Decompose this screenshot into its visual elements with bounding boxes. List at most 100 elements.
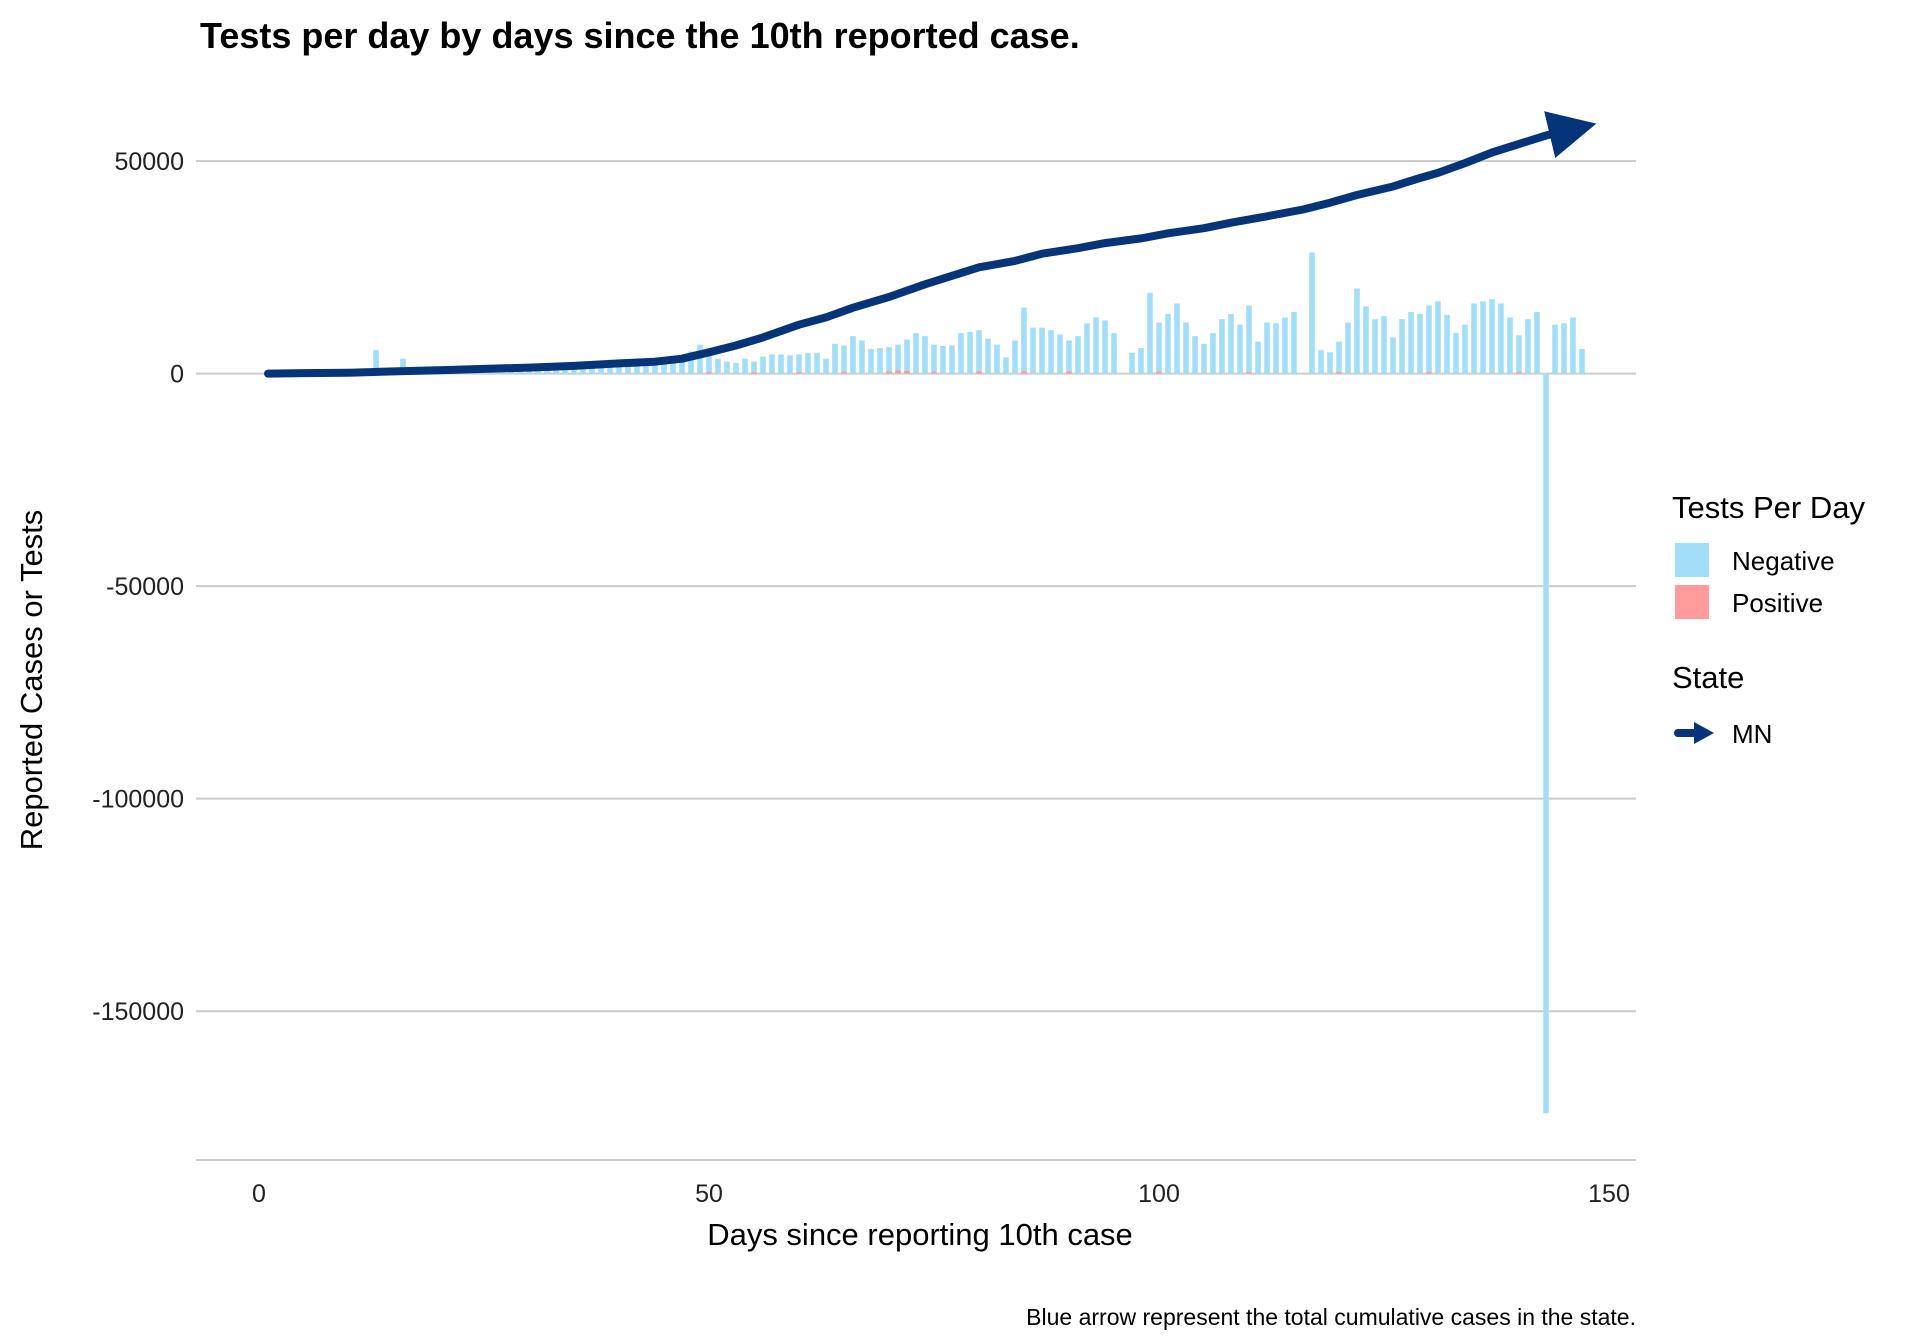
bar-positive xyxy=(1246,372,1252,374)
bar-negative xyxy=(1273,323,1279,374)
bar-negative xyxy=(1327,352,1333,374)
legend-label-positive: Positive xyxy=(1732,588,1823,618)
bar-negative xyxy=(1210,333,1216,374)
bar-negative xyxy=(958,333,964,374)
chart-title: Tests per day by days since the 10th rep… xyxy=(200,15,1080,56)
bar-negative xyxy=(1138,348,1144,374)
bar-negative xyxy=(1543,373,1549,1114)
bar-negative xyxy=(1435,301,1441,374)
bar-negative xyxy=(868,348,874,374)
legend-label-negative: Negative xyxy=(1732,546,1835,576)
bar-negative xyxy=(985,338,991,374)
bar-positive xyxy=(931,371,937,374)
bar-negative xyxy=(1183,322,1189,374)
bar-negative xyxy=(373,350,379,374)
chart-caption: Blue arrow represent the total cumulativ… xyxy=(1026,1304,1636,1330)
bar-negative xyxy=(922,336,928,374)
bar-negative xyxy=(589,366,595,374)
bar-negative xyxy=(931,344,937,374)
bar-negative xyxy=(994,344,1000,374)
bar-negative xyxy=(1219,319,1225,374)
bar-negative xyxy=(1417,314,1423,374)
bar-negative xyxy=(598,366,604,374)
bar-negative xyxy=(1579,348,1585,374)
bar-negative xyxy=(1336,341,1342,374)
bar-positive xyxy=(1021,371,1027,374)
bar-negative xyxy=(940,345,946,374)
bar-negative xyxy=(1075,336,1081,374)
legend-arrow-icon xyxy=(1674,722,1714,744)
bar-negative xyxy=(571,366,577,374)
bar-positive xyxy=(796,372,802,374)
bar-negative xyxy=(913,333,919,374)
bar-negative xyxy=(1462,324,1468,374)
bar-positive xyxy=(706,372,712,374)
bar-negative xyxy=(670,361,676,374)
y-axis-title: Reported Cases or Tests xyxy=(14,510,49,851)
bar-negative xyxy=(778,354,784,374)
bar-negative xyxy=(976,330,982,374)
bar-negative xyxy=(1291,311,1297,374)
bar-negative xyxy=(1129,352,1135,374)
bar-negative xyxy=(1345,322,1351,374)
bar-negative xyxy=(625,365,631,374)
bar-negative xyxy=(1156,322,1162,374)
y-tick-label: 50000 xyxy=(114,148,184,176)
bar-negative xyxy=(1309,252,1315,374)
x-axis-ticks: 0 50 100 150 xyxy=(252,1180,1630,1208)
bar-negative xyxy=(1471,303,1477,374)
y-tick-label: -50000 xyxy=(106,573,184,601)
bar-negative xyxy=(850,336,856,374)
bar-negative xyxy=(742,358,748,374)
bar-negative xyxy=(769,354,775,374)
x-axis-title: Days since reporting 10th case xyxy=(707,1217,1133,1252)
legend: Tests Per Day Negative Positive State MN xyxy=(1672,490,1865,749)
bar-negative xyxy=(1012,340,1018,374)
bar-negative xyxy=(796,354,802,374)
bar-negative xyxy=(760,356,766,374)
bar-negative xyxy=(877,348,883,374)
x-tick-label: 100 xyxy=(1138,1180,1180,1208)
legend-title-state: State xyxy=(1672,660,1744,695)
bar-negative xyxy=(724,361,730,374)
bar-negative xyxy=(733,362,739,374)
bar-negative xyxy=(841,345,847,374)
x-tick-label: 0 xyxy=(252,1180,266,1208)
bar-negative xyxy=(1408,311,1414,374)
bar-negative xyxy=(1363,306,1369,374)
bar-positive xyxy=(895,370,901,374)
bar-negative xyxy=(634,364,640,374)
bar-negative xyxy=(1390,337,1396,374)
legend-swatch-positive xyxy=(1675,585,1709,619)
bar-negative xyxy=(1507,317,1513,374)
negative-bars xyxy=(265,252,1585,1114)
bar-negative xyxy=(1165,314,1171,374)
bar-negative xyxy=(1102,320,1108,374)
bar-negative xyxy=(1426,305,1432,374)
bar-negative xyxy=(1399,319,1405,374)
x-tick-label: 150 xyxy=(1588,1180,1630,1208)
bar-positive xyxy=(976,371,982,374)
bar-negative xyxy=(832,343,838,374)
bar-negative xyxy=(1282,317,1288,374)
bar-negative xyxy=(787,355,793,374)
bar-negative xyxy=(1516,335,1522,374)
bar-positive xyxy=(1426,372,1432,374)
bar-negative xyxy=(1246,305,1252,374)
legend-label-mn: MN xyxy=(1732,719,1772,749)
legend-title-tests: Tests Per Day xyxy=(1672,490,1865,525)
bar-negative xyxy=(1534,311,1540,374)
bar-negative xyxy=(751,361,757,374)
bar-negative xyxy=(1084,323,1090,374)
y-tick-label: -100000 xyxy=(92,786,184,814)
bar-negative xyxy=(823,358,829,374)
bar-negative xyxy=(1030,327,1036,374)
bar-negative xyxy=(1264,322,1270,374)
bar-negative xyxy=(697,344,703,374)
bar-negative xyxy=(1525,319,1531,374)
bar-positive xyxy=(751,372,757,374)
bar-negative xyxy=(886,347,892,374)
bar-positive xyxy=(1336,372,1342,374)
bar-negative xyxy=(1048,330,1054,374)
